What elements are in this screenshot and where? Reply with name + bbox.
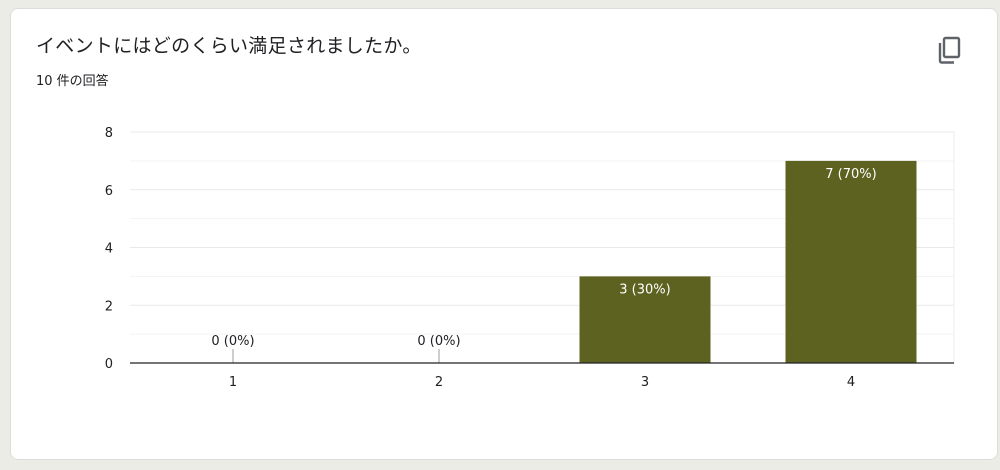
data-label: 3 (30%): [619, 282, 670, 297]
data-label: 7 (70%): [825, 167, 876, 182]
copy-chart-button[interactable]: [935, 33, 965, 69]
copy-icon: [938, 36, 961, 64]
data-label: 0 (0%): [211, 334, 254, 349]
bar: [579, 276, 711, 363]
x-tick-label: 3: [641, 375, 649, 390]
response-count: 10 件の回答: [36, 74, 109, 89]
y-tick-label: 0: [105, 357, 113, 372]
question-title: イベントにはどのくらい満足されましたか。: [36, 35, 422, 57]
bar: [785, 160, 917, 363]
x-tick-label: 4: [847, 375, 855, 390]
y-tick-label: 2: [105, 299, 113, 314]
data-label: 0 (0%): [417, 334, 460, 349]
y-tick-label: 8: [105, 126, 113, 141]
y-tick-label: 6: [105, 184, 113, 199]
x-tick-label: 1: [229, 375, 237, 390]
x-tick-label: 2: [435, 375, 443, 390]
y-tick-label: 4: [105, 242, 113, 257]
